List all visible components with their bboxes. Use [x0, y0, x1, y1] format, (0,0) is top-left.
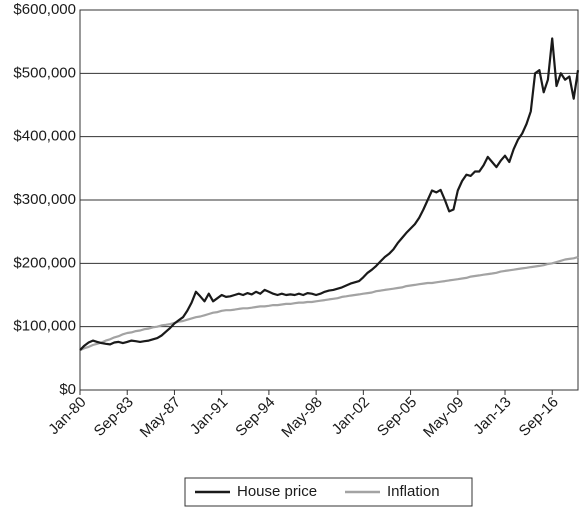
y-tick-label: $0 — [59, 381, 76, 398]
x-tick-label: Sep-05 — [374, 394, 420, 440]
y-tick-label: $100,000 — [13, 318, 76, 335]
y-tick-label: $300,000 — [13, 191, 76, 208]
y-tick-label: $200,000 — [13, 254, 76, 271]
y-tick-label: $400,000 — [13, 128, 76, 145]
x-tick-label: Jan-80 — [45, 394, 89, 438]
x-tick-label: Jan-02 — [329, 394, 373, 438]
x-tick-label: Jan-91 — [187, 394, 231, 438]
x-tick-label: Jan-13 — [470, 394, 514, 438]
legend-box — [184, 477, 473, 507]
plot-frame — [79, 9, 579, 391]
series-line — [79, 37, 580, 351]
x-tick-label: Sep-94 — [232, 394, 278, 440]
series-line — [79, 255, 579, 352]
x-tick-label: Sep-83 — [91, 394, 137, 440]
y-tick-label: $500,000 — [13, 64, 76, 81]
x-tick-label: May-87 — [137, 394, 184, 441]
legend-label: House price — [237, 483, 317, 500]
legend-label: Inflation — [387, 483, 440, 500]
x-tick-label: Sep-16 — [516, 394, 562, 440]
x-tick-label: May-98 — [278, 394, 325, 441]
y-tick-label: $600,000 — [13, 1, 76, 18]
x-tick-label: May-09 — [420, 394, 467, 441]
